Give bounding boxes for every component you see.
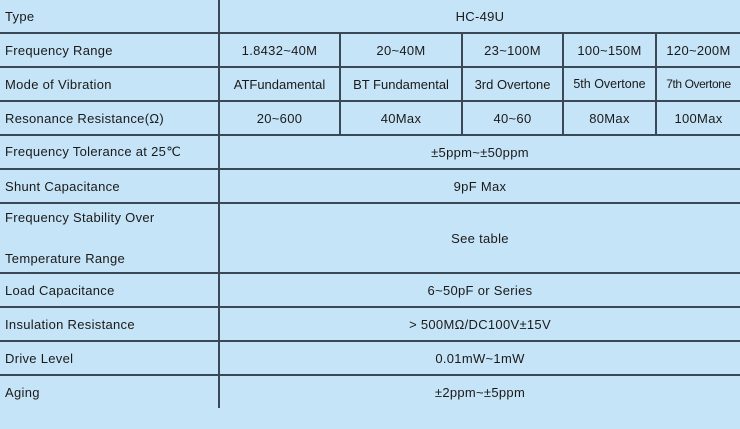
cell: BT Fundamental xyxy=(339,66,463,102)
row-aging: Aging ±2ppm~±5ppm xyxy=(0,374,740,408)
cell: 3rd Overtone xyxy=(461,66,564,102)
label-line-1: Frequency Stability Over xyxy=(5,210,155,225)
row-label: Aging xyxy=(0,374,220,408)
row-frequency-stability: Frequency Stability Over Temperature Ran… xyxy=(0,202,740,274)
cell: 40~60 xyxy=(461,100,564,136)
row-type: Type HC-49U xyxy=(0,0,740,34)
cell: 7th Overtone xyxy=(655,66,740,102)
row-frequency-tolerance: Frequency Tolerance at 25℃ ±5ppm~±50ppm xyxy=(0,134,740,170)
row-value: 0.01mW~1mW xyxy=(218,340,740,376)
label-line-2: Temperature Range xyxy=(5,251,125,266)
cell: 40Max xyxy=(339,100,463,136)
row-value: ±5ppm~±50ppm xyxy=(218,134,740,170)
row-value: HC-49U xyxy=(218,0,740,34)
row-label: Frequency Tolerance at 25℃ xyxy=(0,134,220,170)
cell: 20~600 xyxy=(218,100,341,136)
row-label: Frequency Range xyxy=(0,32,220,68)
row-value: ±2ppm~±5ppm xyxy=(218,374,740,408)
row-label: Mode of Vibration xyxy=(0,66,220,102)
row-mode-of-vibration: Mode of Vibration ATFundamental BT Funda… xyxy=(0,66,740,102)
row-value: See table xyxy=(218,202,740,274)
row-load-capacitance: Load Capacitance 6~50pF or Series xyxy=(0,272,740,308)
cell: 5th Overtone xyxy=(562,66,657,102)
cell: ATFundamental xyxy=(218,66,341,102)
row-drive-level: Drive Level 0.01mW~1mW xyxy=(0,340,740,376)
row-value: > 500MΩ/DC100V±15V xyxy=(218,306,740,342)
row-resonance-resistance: Resonance Resistance(Ω) 20~600 40Max 40~… xyxy=(0,100,740,136)
row-label: Frequency Stability Over Temperature Ran… xyxy=(0,202,220,274)
row-label: Resonance Resistance(Ω) xyxy=(0,100,220,136)
row-label: Shunt Capacitance xyxy=(0,168,220,204)
row-label: Insulation Resistance xyxy=(0,306,220,342)
cell: 80Max xyxy=(562,100,657,136)
cell: 100Max xyxy=(655,100,740,136)
row-insulation-resistance: Insulation Resistance > 500MΩ/DC100V±15V xyxy=(0,306,740,342)
cell: 100~150M xyxy=(562,32,657,68)
row-shunt-capacitance: Shunt Capacitance 9pF Max xyxy=(0,168,740,204)
cell: 1.8432~40M xyxy=(218,32,341,68)
cell: 23~100M xyxy=(461,32,564,68)
cell: 20~40M xyxy=(339,32,463,68)
row-frequency-range: Frequency Range 1.8432~40M 20~40M 23~100… xyxy=(0,32,740,68)
row-label: Load Capacitance xyxy=(0,272,220,308)
row-label: Drive Level xyxy=(0,340,220,376)
row-value: 9pF Max xyxy=(218,168,740,204)
row-label: Type xyxy=(0,0,220,34)
cell: 120~200M xyxy=(655,32,740,68)
row-value: 6~50pF or Series xyxy=(218,272,740,308)
specification-table: Type HC-49U Frequency Range 1.8432~40M 2… xyxy=(0,0,740,408)
